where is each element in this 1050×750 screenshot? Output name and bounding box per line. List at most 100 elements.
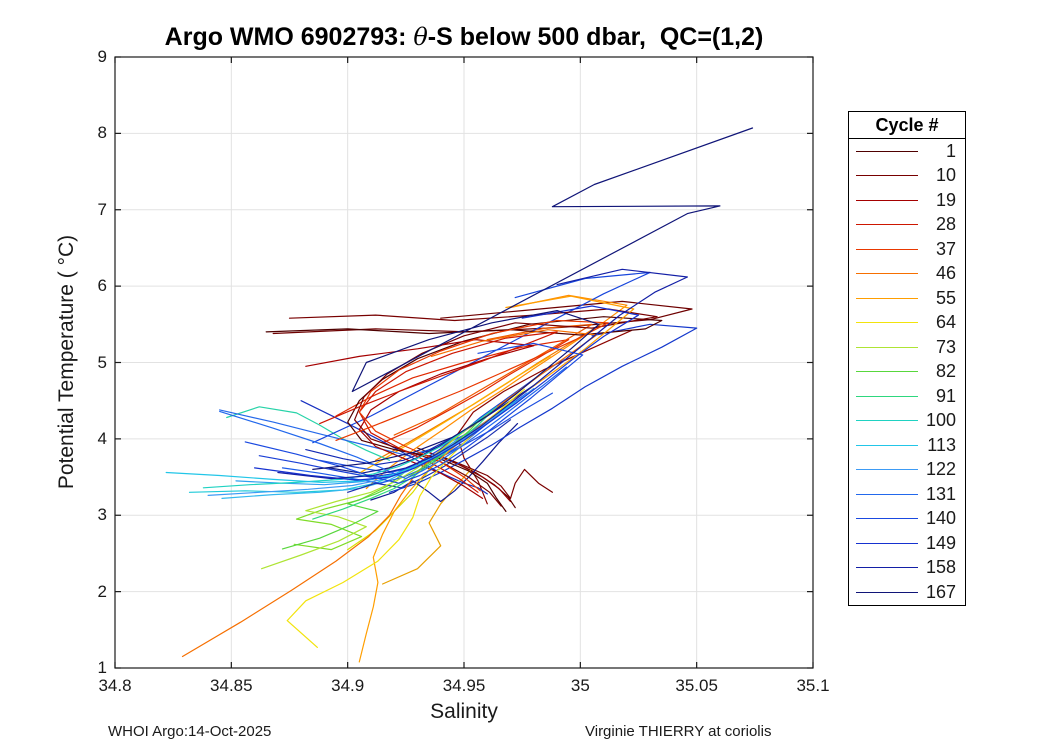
legend-entry-cycle-158: 158 [849, 556, 965, 581]
legend-entry-cycle-10: 10 [849, 164, 965, 189]
legend-line-swatch [856, 542, 918, 544]
legend: Cycle # 1 10 19 28 37 46 55 64 73 82 91 100 113 122 13… [848, 111, 966, 606]
legend-entry-cycle-122: 122 [849, 458, 965, 483]
legend-line-swatch [856, 518, 918, 520]
legend-cycle-number: 73 [935, 336, 956, 357]
x-axis-label: Salinity [430, 700, 498, 723]
legend-entry-cycle-91: 91 [849, 384, 965, 409]
legend-cycle-number: 82 [935, 361, 956, 382]
legend-cycle-number: 158 [925, 557, 956, 578]
legend-entry-cycle-131: 131 [849, 482, 965, 507]
x-tick-label: 35.1 [796, 676, 830, 695]
y-tick-label: 3 [97, 505, 107, 525]
legend-cycle-number: 149 [925, 532, 956, 553]
profile-line [375, 322, 605, 461]
legend-entry-cycle-55: 55 [849, 286, 965, 311]
legend-cycle-number: 55 [935, 287, 956, 308]
legend-line-swatch [856, 420, 918, 422]
legend-cycle-number: 1 [945, 140, 956, 161]
profile-line [435, 453, 554, 499]
legend-title: Cycle # [849, 112, 965, 139]
profile-line [328, 380, 542, 474]
y-tick-label: 2 [97, 581, 107, 601]
legend-line-swatch [856, 224, 918, 226]
x-tick-label: 34.8 [98, 676, 132, 695]
cycle-28-line [319, 331, 558, 493]
chart-title-suffix: -S below 500 dbar, QC=(1,2) [427, 23, 764, 51]
legend-line-swatch [856, 248, 918, 250]
legend-cycle-number: 64 [935, 312, 956, 333]
legend-cycle-number: 91 [935, 385, 956, 406]
legend-cycle-number: 28 [935, 214, 956, 235]
footer-attribution-left: WHOI Argo:14-Oct-2025 [108, 723, 272, 740]
legend-entry-cycle-1: 1 [849, 139, 965, 164]
legend-entry-cycle-28: 28 [849, 213, 965, 238]
legend-entries: 1 10 19 28 37 46 55 64 73 82 91 100 113 122 131 140 149 1… [849, 139, 965, 605]
profile-line [319, 392, 554, 474]
legend-line-swatch [856, 346, 918, 348]
chart-title: Argo WMO 6902793: θ-S below 500 dbar, QC… [115, 23, 813, 52]
legend-entry-cycle-73: 73 [849, 335, 965, 360]
cycle-158-line [277, 268, 689, 480]
legend-line-swatch [856, 297, 918, 299]
profile-line [358, 355, 551, 474]
legend-cycle-number: 37 [935, 238, 956, 259]
legend-entry-cycle-46: 46 [849, 262, 965, 287]
legend-line-swatch [856, 199, 918, 201]
legend-line-swatch [856, 150, 918, 152]
legend-cycle-number: 19 [935, 189, 956, 210]
legend-entry-cycle-113: 113 [849, 433, 965, 458]
y-axis-label: Potential Temperature ( °C) [55, 234, 78, 490]
legend-line-swatch [856, 469, 918, 471]
legend-cycle-number: 113 [927, 434, 956, 455]
profile-line [226, 406, 391, 461]
legend-entry-cycle-82: 82 [849, 360, 965, 385]
legend-cycle-number: 10 [935, 165, 956, 186]
x-tick-label: 35.05 [675, 676, 718, 695]
cycle-131-line [219, 366, 568, 480]
y-tick-label: 9 [97, 47, 107, 66]
profile-line [382, 468, 472, 585]
y-tick-label: 8 [97, 123, 107, 143]
y-tick-label: 7 [97, 199, 107, 219]
y-tick-label: 1 [97, 658, 107, 677]
legend-entry-cycle-37: 37 [849, 237, 965, 262]
chart-title-prefix: Argo WMO 6902793: [164, 23, 414, 51]
legend-line-swatch [856, 567, 918, 569]
legend-cycle-number: 122 [925, 459, 956, 480]
cycle-55-line [358, 295, 635, 663]
x-tick-label: 35 [570, 676, 590, 695]
legend-entry-cycle-64: 64 [849, 311, 965, 336]
profile-line [293, 468, 409, 551]
profile-line [188, 472, 400, 493]
legend-cycle-number: 140 [925, 508, 956, 529]
theta-symbol: θ [413, 23, 428, 51]
y-tick-label: 6 [97, 276, 107, 296]
profile-line [456, 329, 633, 505]
legend-line-swatch [856, 175, 918, 177]
x-tick-label: 34.95 [442, 676, 486, 695]
legend-entry-cycle-100: 100 [849, 409, 965, 434]
legend-line-swatch [856, 371, 918, 373]
cycle-37-line [335, 319, 609, 492]
legend-line-swatch [856, 444, 918, 446]
legend-line-swatch [856, 322, 918, 324]
profile-line [388, 323, 698, 493]
x-tick-label: 34.85 [210, 676, 253, 695]
legend-entry-cycle-19: 19 [849, 188, 965, 213]
legend-line-swatch [856, 395, 918, 397]
legend-cycle-number: 46 [935, 263, 956, 284]
legend-entry-cycle-167: 167 [849, 580, 965, 605]
profile-line [428, 452, 512, 503]
cycle-64-line [286, 388, 526, 649]
x-tick-label: 34.9 [331, 676, 365, 695]
cycle-167-line [312, 127, 754, 470]
y-tick-label: 5 [97, 352, 107, 372]
legend-entry-cycle-149: 149 [849, 531, 965, 556]
legend-line-swatch [856, 273, 918, 275]
legend-line-swatch [856, 591, 918, 593]
legend-cycle-number: 100 [925, 410, 956, 431]
legend-entry-cycle-140: 140 [849, 507, 965, 532]
legend-line-swatch [856, 493, 918, 495]
